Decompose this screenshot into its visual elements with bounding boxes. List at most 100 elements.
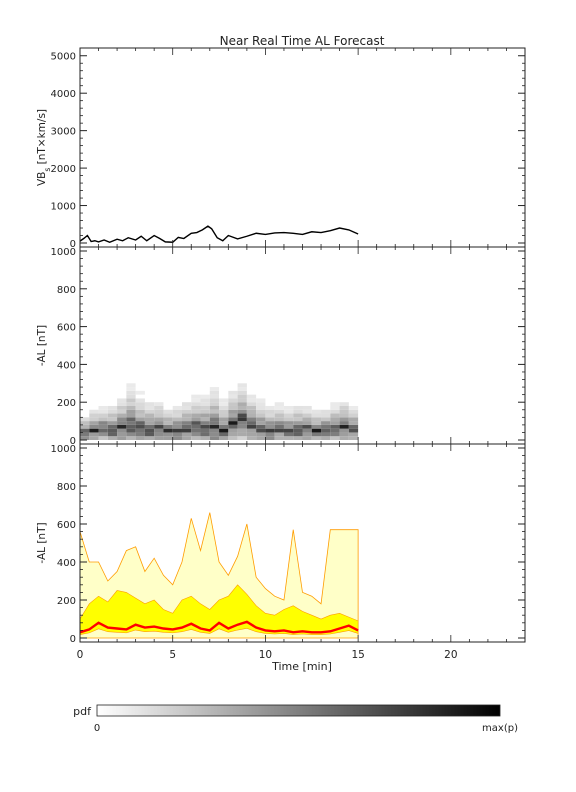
pdf-cell	[246, 398, 257, 403]
pdf-cell	[237, 432, 247, 437]
pdf-cell	[274, 405, 284, 410]
pdf-cell	[246, 417, 257, 422]
pdf-cell	[348, 432, 359, 437]
pdf-cell	[209, 394, 220, 399]
pdf-cell	[209, 432, 220, 437]
pdf-cell	[98, 428, 108, 433]
pdf-cell	[283, 428, 294, 433]
pdf-cell	[172, 436, 182, 440]
pdf-cell	[246, 432, 257, 437]
pdf-cell	[191, 424, 201, 429]
pdf-cell	[163, 421, 173, 425]
pdf-cell	[330, 413, 340, 418]
pdf-cell	[191, 405, 201, 410]
pdf-cell	[228, 398, 238, 403]
pdf-cell	[274, 436, 284, 440]
y-axis-label: -AL [nT]	[36, 522, 48, 563]
pdf-cell	[89, 409, 99, 414]
y-tick-label: 4000	[51, 89, 76, 100]
pdf-cell	[256, 398, 266, 403]
pdf-cell	[107, 417, 118, 422]
pdf-cell	[209, 387, 220, 391]
pdf-cell	[181, 432, 192, 437]
pdf-cell	[256, 402, 266, 406]
pdf-cell	[191, 402, 201, 406]
x-axis-label: Time [min]	[271, 660, 332, 673]
pdf-cell	[163, 409, 173, 414]
pdf-cell	[172, 432, 182, 437]
pdf-cell	[311, 428, 322, 433]
pdf-cell	[219, 413, 229, 418]
pdf-cell	[330, 409, 340, 414]
pdf-cell	[274, 421, 284, 425]
y-tick-label: 5000	[51, 52, 76, 63]
pdf-cell	[311, 436, 322, 440]
pdf-cell	[200, 394, 210, 399]
pdf-cell	[265, 421, 275, 425]
pdf-cell	[200, 398, 210, 403]
pdf-cell	[302, 413, 312, 418]
pdf-cell	[144, 405, 155, 410]
pdf-cell	[181, 413, 192, 418]
pdf-cell	[107, 428, 118, 433]
pdf-cell	[209, 402, 220, 406]
pdf-cell	[293, 409, 303, 414]
pdf-cell	[339, 424, 349, 429]
pdf-cell	[283, 432, 294, 437]
pdf-cell	[330, 432, 340, 437]
pdf-cell	[191, 417, 201, 422]
pdf-cell	[80, 436, 90, 440]
pdf-cell	[154, 413, 164, 418]
pdf-cell	[135, 398, 145, 403]
y-tick-label: 400	[57, 360, 76, 371]
pdf-cell	[126, 417, 136, 422]
pdf-cell	[311, 424, 322, 429]
pdf-cell	[302, 405, 312, 410]
pdf-cell	[126, 421, 136, 425]
pdf-cell	[265, 417, 275, 422]
pdf-cell	[246, 409, 257, 414]
pdf-cell	[321, 428, 331, 433]
y-tick-label: 200	[57, 398, 76, 409]
pdf-cell	[228, 394, 238, 399]
pdf-cell	[246, 436, 257, 440]
pdf-cell	[80, 432, 90, 437]
pdf-cell	[228, 402, 238, 406]
y-tick-label: 400	[57, 558, 76, 569]
pdf-cell	[265, 405, 275, 410]
pdf-cell	[256, 428, 266, 433]
pdf-cell	[117, 432, 127, 437]
pdf-cell	[80, 428, 90, 433]
pdf-cell	[237, 387, 247, 391]
pdf-cell	[219, 405, 229, 410]
pdf-cell	[330, 417, 340, 422]
pdf-cell	[256, 432, 266, 437]
pdf-cell	[98, 432, 108, 437]
pdf-cell	[274, 409, 284, 414]
pdf-cell	[144, 436, 155, 440]
panel-bottom: -AL [nT] 0 200 400 600 800 1000	[36, 443, 526, 645]
pdf-cell	[274, 413, 284, 418]
pdf-cell	[274, 402, 284, 406]
pdf-cell	[311, 409, 322, 414]
y-tick-label: 600	[57, 520, 76, 531]
pdf-cell	[89, 428, 99, 433]
pdf-cell	[154, 409, 164, 414]
pdf-cell	[89, 413, 99, 418]
pdf-cell	[228, 413, 238, 418]
colorbar-min-label: 0	[94, 723, 100, 734]
x-tick-label: 0	[77, 649, 84, 661]
y-tick-label: 2000	[51, 164, 76, 175]
pdf-cell	[274, 428, 284, 433]
pdf-cell	[209, 436, 220, 440]
pdf-cell	[246, 402, 257, 406]
pdf-cell	[321, 432, 331, 437]
pdf-cell	[219, 432, 229, 437]
pdf-cell	[144, 413, 155, 418]
y-tick-label: 1000	[51, 444, 76, 455]
pdf-cell	[172, 424, 182, 429]
chart-title: Near Real Time AL Forecast	[220, 34, 385, 48]
pdf-cell	[200, 436, 210, 440]
pdf-cell	[163, 424, 173, 429]
colorbar: pdf 0 max(p)	[73, 704, 518, 734]
